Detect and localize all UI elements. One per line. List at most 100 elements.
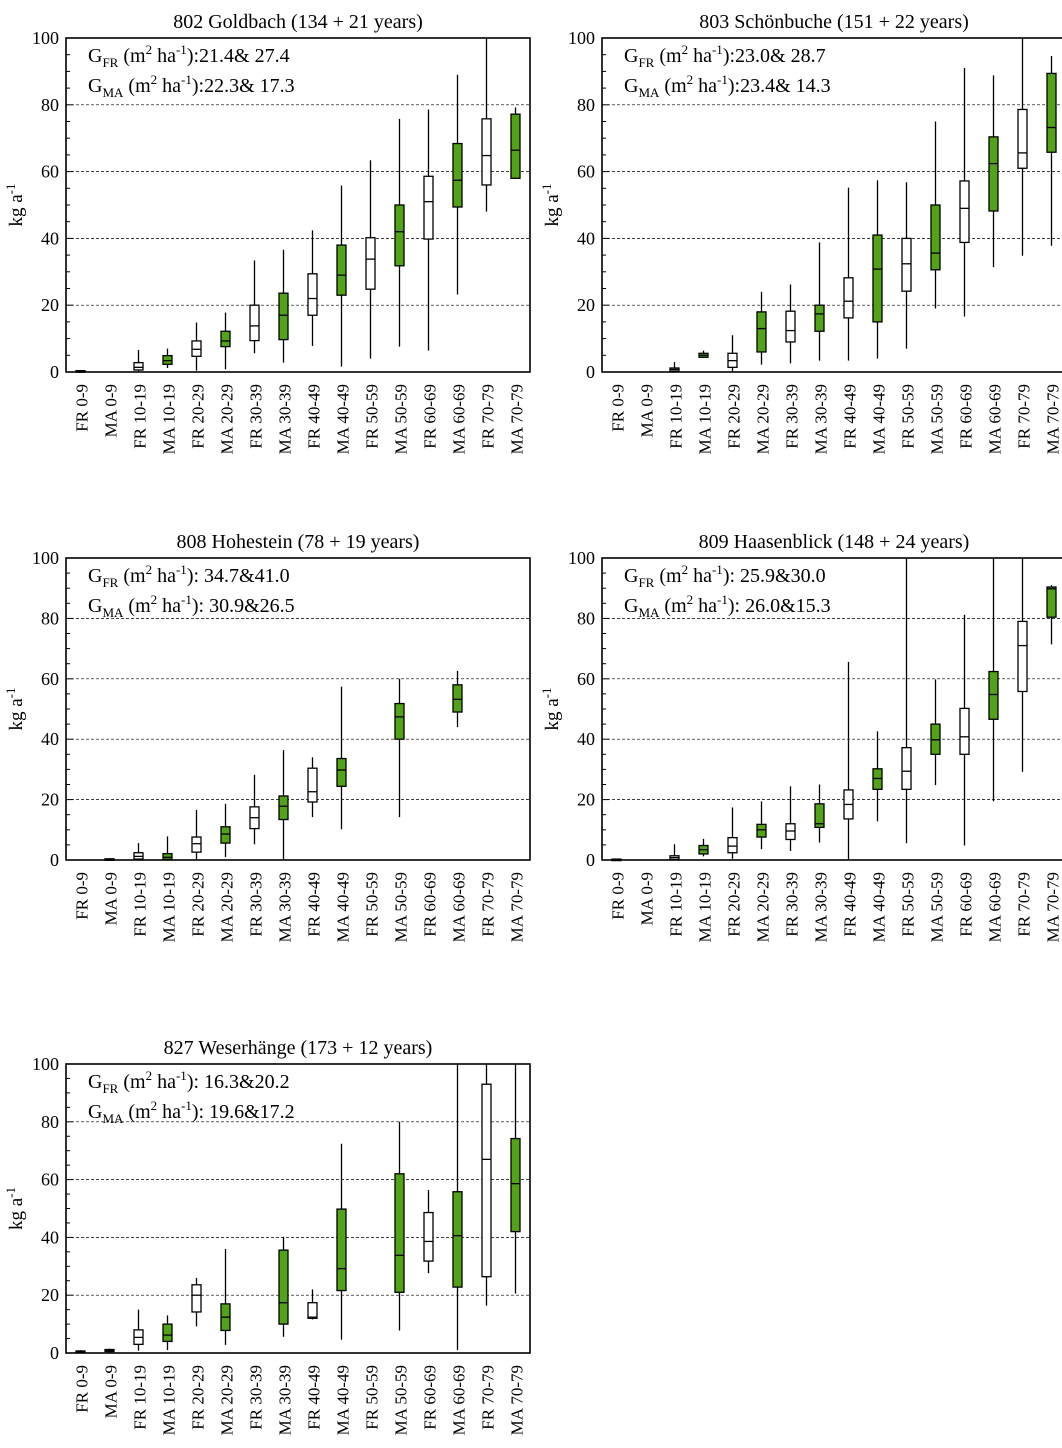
x-tick-label: FR 10-19 bbox=[131, 384, 150, 449]
box-body bbox=[481, 1083, 492, 1278]
box-ma-70-79 bbox=[1046, 56, 1057, 246]
y-tick-label: 80 bbox=[577, 95, 595, 115]
box-fr-50-59 bbox=[365, 160, 376, 359]
y-tick-label: 60 bbox=[577, 162, 595, 182]
box-fr-40-49 bbox=[843, 661, 854, 860]
x-tick-label: FR 60-69 bbox=[957, 384, 976, 449]
y-tick-label: 40 bbox=[41, 1227, 59, 1247]
x-tick-label: MA 50-59 bbox=[392, 872, 411, 942]
annotation-prefix: G bbox=[88, 565, 102, 587]
x-tick-label: MA 40-49 bbox=[334, 384, 353, 454]
annotation-sup: -1 bbox=[181, 1098, 192, 1113]
x-tick-label: MA 70-79 bbox=[1044, 872, 1062, 942]
x-tick-label: FR 0-9 bbox=[609, 384, 628, 432]
box-body bbox=[510, 113, 521, 179]
annotation-prefix: G bbox=[88, 45, 102, 67]
x-tick-label: MA 10-19 bbox=[696, 872, 715, 942]
x-tick-label: FR 60-69 bbox=[421, 384, 440, 449]
box-fr-30-39 bbox=[249, 260, 260, 354]
y-tick-label: 100 bbox=[32, 1054, 59, 1074]
box-body bbox=[365, 237, 376, 290]
box-ma-60-69 bbox=[452, 1064, 463, 1351]
box-fr-30-39 bbox=[785, 786, 796, 851]
box-body bbox=[220, 826, 231, 844]
annotation-sub: FR bbox=[102, 55, 118, 70]
annotation-mid: ha bbox=[157, 75, 181, 97]
annotation-unit: (m bbox=[118, 45, 146, 67]
y-axis-label: kg a-1 bbox=[3, 1187, 27, 1230]
x-tick-label: MA 70-79 bbox=[1044, 384, 1062, 454]
x-tick-label: MA 30-39 bbox=[276, 1365, 295, 1435]
box-ma-20-29 bbox=[220, 803, 231, 857]
annotation-line: GFR (m2 ha-1):21.4& 27.4 bbox=[88, 42, 290, 70]
annotation-line: GMA (m2 ha-1): 30.9&26.5 bbox=[88, 592, 295, 620]
annotation-line: GMA (m2 ha-1):22.3& 17.3 bbox=[88, 72, 295, 100]
annotation-sup: 2 bbox=[682, 562, 689, 577]
annotation-sub: MA bbox=[638, 85, 660, 100]
x-tick-label: FR 30-39 bbox=[247, 1365, 266, 1430]
x-tick-label: FR 50-59 bbox=[899, 872, 918, 937]
box-ma-0-9 bbox=[104, 1348, 115, 1353]
box-fr-20-29 bbox=[191, 809, 202, 860]
box-body bbox=[756, 311, 767, 353]
annotation-sub: MA bbox=[638, 605, 660, 620]
box-body bbox=[872, 234, 883, 323]
box-fr-70-79 bbox=[481, 1064, 492, 1306]
y-tick-label: 60 bbox=[41, 669, 59, 689]
box-fr-20-29 bbox=[727, 335, 738, 372]
y-tick-label: 40 bbox=[41, 228, 59, 248]
annotation-prefix: G bbox=[624, 75, 638, 97]
box-fr-10-19 bbox=[669, 844, 680, 861]
box-body bbox=[162, 853, 173, 861]
y-axis-label-text: kg a bbox=[542, 194, 563, 227]
box-body bbox=[191, 836, 202, 853]
x-tick-label: MA 20-29 bbox=[754, 384, 773, 454]
x-tick-label: FR 0-9 bbox=[73, 384, 92, 432]
box-body bbox=[510, 1137, 521, 1233]
annotation-mid: ha bbox=[152, 1071, 176, 1093]
box-body bbox=[727, 837, 738, 854]
annotation-tail: ): 34.7&41.0 bbox=[187, 565, 290, 587]
box-body bbox=[336, 244, 347, 296]
box-fr-30-39 bbox=[785, 284, 796, 364]
box-fr-10-19 bbox=[133, 1309, 144, 1351]
box-fr-50-59 bbox=[901, 558, 912, 844]
chart-title: 809 Haasenblick (148 + 24 years) bbox=[699, 531, 970, 553]
box-fr-10-19 bbox=[133, 349, 144, 372]
x-tick-label: MA 0-9 bbox=[102, 384, 121, 437]
box-body bbox=[1046, 586, 1057, 618]
box-fr-10-19 bbox=[669, 361, 680, 372]
box-body bbox=[452, 142, 463, 208]
annotation-sup: -1 bbox=[181, 72, 192, 87]
x-tick-label: FR 20-29 bbox=[725, 872, 744, 937]
x-tick-label: FR 70-79 bbox=[479, 384, 498, 449]
y-tick-label: 100 bbox=[32, 28, 59, 48]
y-axis-label-text: kg a bbox=[6, 698, 27, 731]
box-ma-50-59 bbox=[930, 121, 941, 309]
x-tick-label: MA 10-19 bbox=[160, 384, 179, 454]
box-ma-20-29 bbox=[756, 291, 767, 365]
x-tick-label: MA 30-39 bbox=[276, 384, 295, 454]
box-fr-60-69 bbox=[423, 1190, 434, 1274]
x-tick-label: MA 40-49 bbox=[334, 872, 353, 942]
y-tick-label: 60 bbox=[577, 669, 595, 689]
box-fr-60-69 bbox=[959, 614, 970, 846]
box-ma-60-69 bbox=[452, 74, 463, 295]
x-tick-label: FR 40-49 bbox=[841, 384, 860, 449]
box-ma-10-19 bbox=[162, 1315, 173, 1351]
box-body bbox=[481, 118, 492, 186]
annotation-mid: ha bbox=[693, 595, 717, 617]
annotation-tail: ): 30.9&26.5 bbox=[192, 595, 295, 617]
x-tick-label: FR 60-69 bbox=[421, 872, 440, 937]
annotation-prefix: G bbox=[624, 595, 638, 617]
box-ma-30-39 bbox=[278, 1236, 289, 1337]
box-body bbox=[901, 237, 912, 292]
annotation-unit: (m bbox=[659, 75, 687, 97]
x-tick-label: MA 70-79 bbox=[508, 384, 527, 454]
x-tick-label: FR 40-49 bbox=[305, 384, 324, 449]
x-tick-label: MA 60-69 bbox=[986, 384, 1005, 454]
box-fr-40-49 bbox=[307, 757, 318, 818]
